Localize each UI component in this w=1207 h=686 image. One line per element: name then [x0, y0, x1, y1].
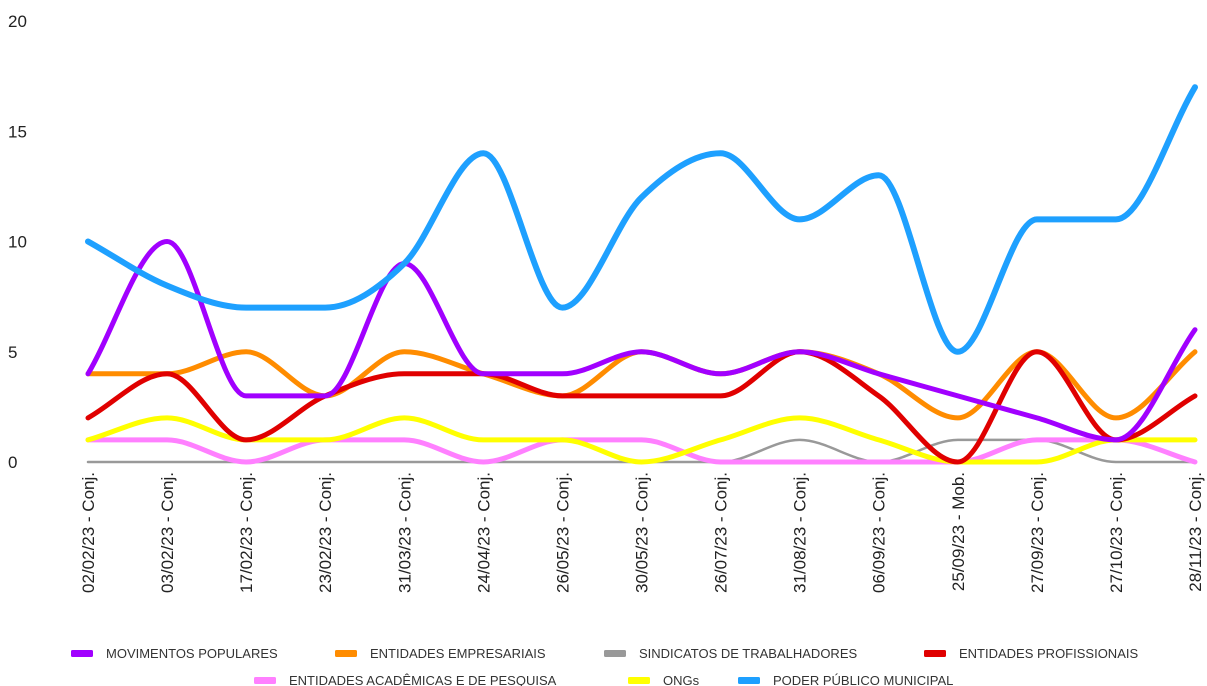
legend-swatch [71, 650, 93, 657]
x-tick-label: 31/08/23 - Conj. [791, 472, 810, 593]
x-tick-label: 26/05/23 - Conj. [553, 472, 572, 593]
x-tick-label: 02/02/23 - Conj. [79, 472, 98, 593]
y-tick-label: 0 [8, 453, 17, 472]
x-tick-label: 24/04/23 - Conj. [474, 472, 493, 593]
legend-label: ENTIDADES ACADÊMICAS E DE PESQUISA [289, 673, 557, 686]
legend-label: ONGs [663, 673, 700, 686]
series-line-sindicatos-de-trabalhadores [86, 438, 1197, 464]
legend-label: ENTIDADES EMPRESARIAIS [370, 646, 546, 661]
series-line-movimentos-populares [85, 239, 1198, 443]
legend-swatch [254, 677, 276, 684]
legend-swatch [924, 650, 946, 657]
x-tick-label: 17/02/23 - Conj. [237, 472, 256, 593]
x-axis-ticks: 02/02/23 - Conj. 03/02/23 - Conj. 17/02/23… [79, 472, 1205, 593]
legend-label: PODER PÚBLICO MUNICIPAL [773, 673, 953, 686]
legend-swatch [738, 677, 760, 684]
x-tick-label: 06/09/23 - Conj. [870, 472, 889, 593]
x-tick-label: 31/03/23 - Conj. [395, 472, 414, 593]
legend-swatch [628, 677, 650, 684]
x-tick-label: 27/09/23 - Conj. [1028, 472, 1047, 593]
series-line-ongs [85, 415, 1198, 465]
series-line-entidades-profissionais [85, 349, 1198, 465]
legend: MOVIMENTOS POPULARES ENTIDADES EMPRESARIA… [71, 646, 1138, 686]
x-tick-label: 26/07/23 - Conj. [712, 472, 731, 593]
series-line-entidades-empresariais [85, 349, 1198, 421]
y-tick-label: 10 [8, 233, 27, 252]
x-tick-label: 28/11/23 - Conj. [1186, 472, 1205, 592]
x-tick-label: 27/10/23 - Conj. [1107, 472, 1126, 593]
series-line-entidades-acad-micas-e-de-pesquisa [85, 437, 1198, 465]
y-axis-ticks: 0 5 10 15 20 [8, 12, 27, 472]
legend-swatch [335, 650, 357, 657]
x-tick-label: 30/05/23 - Conj. [633, 472, 652, 593]
legend-label: ENTIDADES PROFISSIONAIS [959, 646, 1138, 661]
legend-swatch [604, 650, 626, 657]
x-tick-label: 03/02/23 - Conj. [158, 472, 177, 593]
x-tick-label: 23/02/23 - Conj. [316, 472, 335, 593]
y-tick-label: 5 [8, 343, 17, 362]
series-lines [85, 84, 1198, 465]
series-line-poder-p-blico-municipal [85, 84, 1198, 355]
legend-label: MOVIMENTOS POPULARES [106, 646, 278, 661]
y-tick-label: 15 [8, 122, 27, 141]
x-tick-label: 25/09/23 - Mob. [949, 472, 968, 591]
y-tick-label: 20 [8, 12, 27, 31]
legend-label: SINDICATOS DE TRABALHADORES [639, 646, 857, 661]
